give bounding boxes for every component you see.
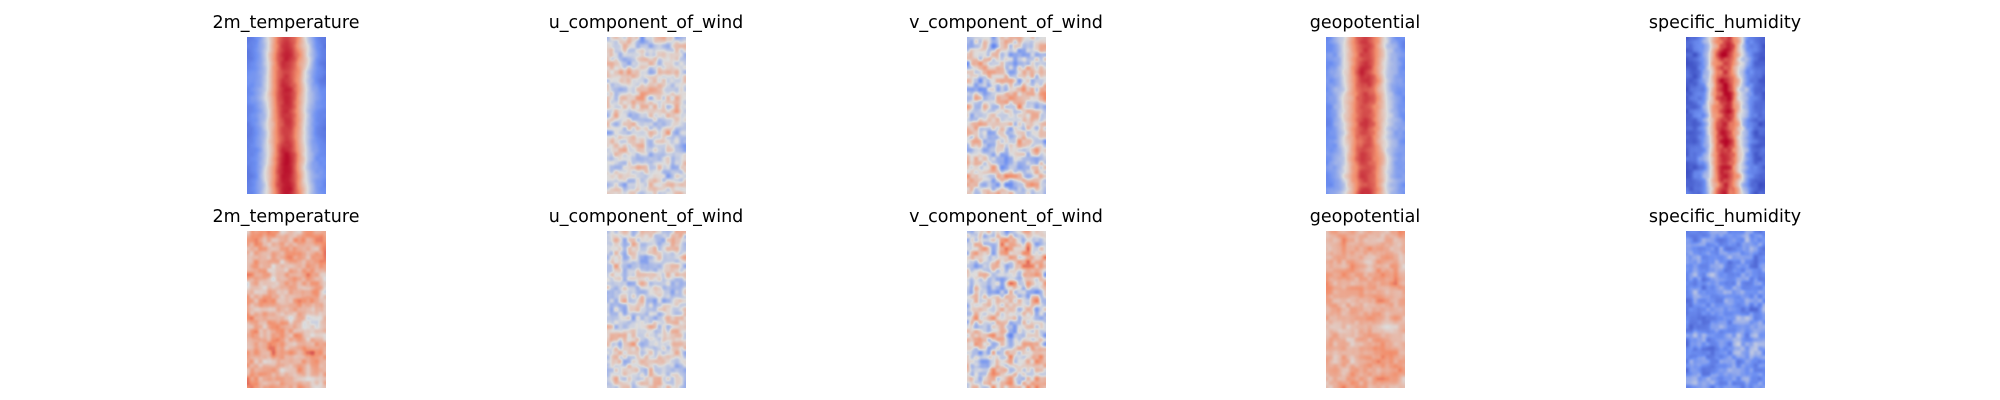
heatmap-panel [1326, 231, 1405, 388]
panel-title: v_component_of_wind [909, 13, 1103, 33]
panel-title: v_component_of_wind [909, 207, 1103, 227]
heatmap-panel [247, 37, 326, 194]
panel-title: 2m_temperature [212, 13, 360, 33]
heatmap-panel [1686, 231, 1765, 388]
heatmap-panel [607, 37, 686, 194]
heatmap-panel [247, 231, 326, 388]
panel-title: u_component_of_wind [548, 207, 744, 227]
panel-title: u_component_of_wind [548, 13, 744, 33]
heatmap-panel [607, 231, 686, 388]
heatmap-panel [1326, 37, 1405, 194]
panel-title: geopotential [1309, 207, 1421, 227]
panel-title: geopotential [1309, 13, 1421, 33]
heatmap-panel [967, 37, 1046, 194]
panel-title: 2m_temperature [212, 207, 360, 227]
panel-title: specific_humidity [1648, 207, 1802, 227]
panel-title: specific_humidity [1648, 13, 1802, 33]
heatmap-panel [1686, 37, 1765, 194]
heatmap-panel [967, 231, 1046, 388]
